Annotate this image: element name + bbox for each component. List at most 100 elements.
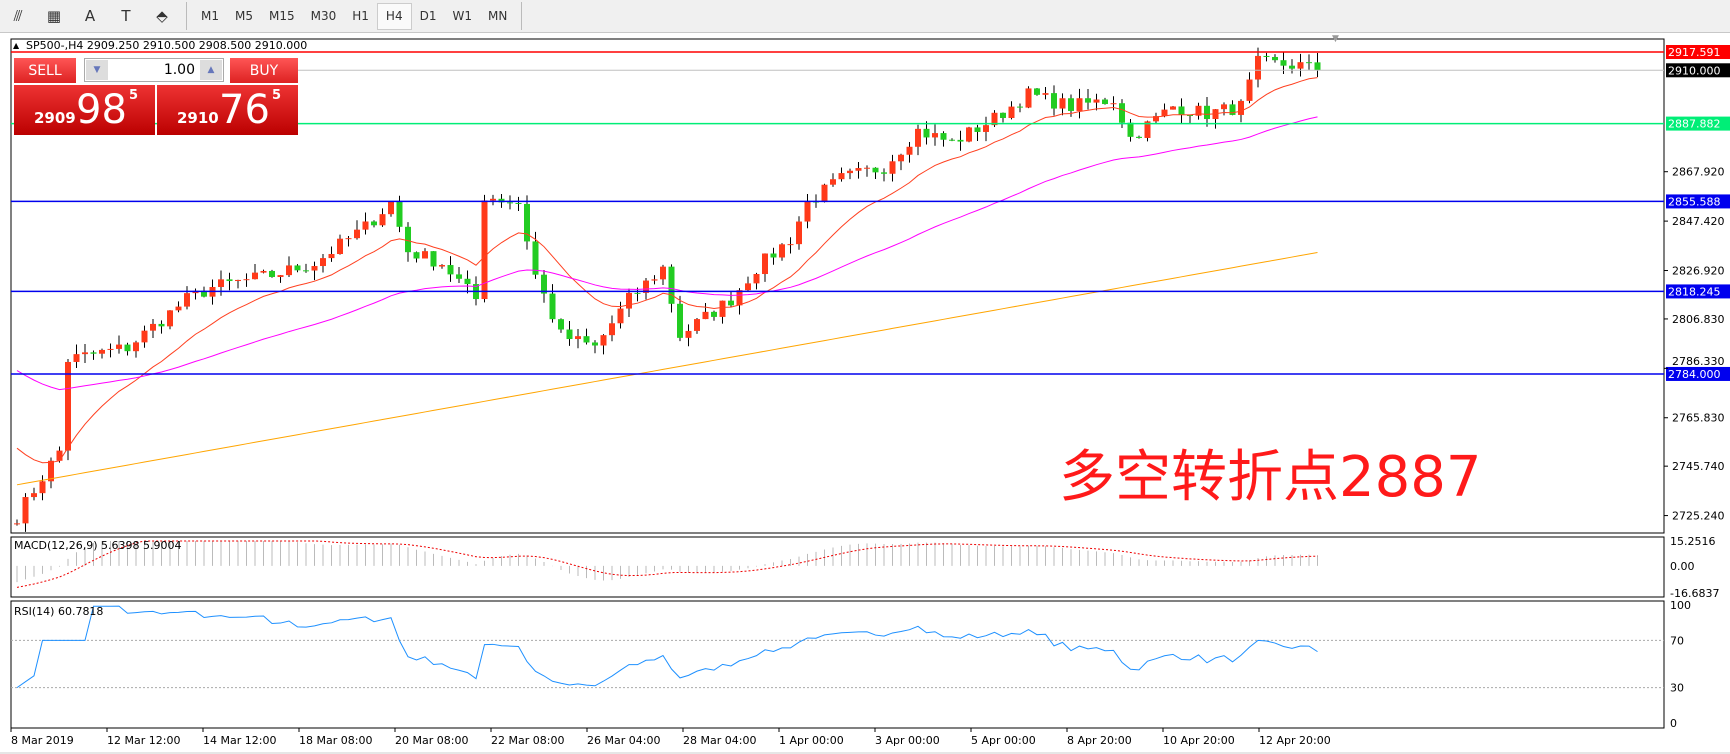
candle-body (226, 279, 233, 282)
price-level-tag (1666, 366, 1730, 381)
candle-body (855, 168, 862, 171)
candle-body (685, 330, 692, 338)
candle-body (507, 202, 513, 204)
one-click-trading-panel: SELL ▼ 1.00 ▲ BUY 2909 98 5 2910 76 5 (14, 58, 298, 135)
candle-body (702, 311, 709, 320)
candle-body (1008, 106, 1015, 118)
chart-shift-marker: ▼ (1332, 34, 1339, 44)
buy-button[interactable]: BUY (230, 58, 298, 83)
time-axis-label: 14 Mar 12:00 (203, 734, 276, 747)
fibonacci-fan-icon[interactable]: ▦ (46, 7, 62, 25)
price-axis-label: 2745.740 (1672, 460, 1725, 473)
decrease-lot-button[interactable]: ▼ (86, 60, 108, 80)
candle-body (745, 283, 751, 291)
candle-body (770, 253, 777, 258)
candle-body (1042, 93, 1049, 95)
text-icon[interactable]: A (84, 7, 96, 25)
price-level-label: 2784.000 (1668, 368, 1721, 381)
candle-body (651, 279, 658, 281)
candle-body (643, 280, 649, 293)
candle-body (1017, 106, 1023, 108)
candle-body (864, 167, 870, 169)
candle-body (1110, 103, 1117, 105)
rsi-panel-frame (10, 600, 1665, 729)
candle-body (1187, 115, 1193, 117)
candle-body (107, 348, 114, 350)
candle-body (915, 128, 921, 147)
candle-body (320, 258, 326, 267)
candle-body (422, 251, 428, 259)
candle-body (294, 265, 301, 271)
candle-body (932, 133, 938, 138)
lot-size-input[interactable]: ▼ 1.00 ▲ (84, 58, 224, 82)
candle-body (1314, 62, 1321, 71)
time-axis-label: 18 Mar 08:00 (299, 734, 372, 747)
sell-price-big: 98 (76, 87, 127, 133)
increase-lot-button[interactable]: ▲ (200, 60, 222, 80)
candle-body (362, 221, 369, 230)
price-level-tag (1666, 194, 1730, 209)
candle-body (660, 266, 666, 280)
time-axis-label: 10 Apr 20:00 (1163, 734, 1235, 747)
fibonacci-expansion-icon[interactable]: ⫻ (13, 7, 23, 25)
time-axis-label: 20 Mar 08:00 (395, 734, 468, 747)
time-axis-label: 12 Apr 20:00 (1259, 734, 1331, 747)
candle-body (1025, 88, 1032, 108)
lot-value: 1.00 (163, 62, 195, 78)
candle-body (626, 292, 632, 309)
candle-body (235, 279, 241, 282)
candle-body (566, 329, 573, 340)
candle-body (541, 274, 547, 294)
buy-price[interactable]: 2910 76 5 (157, 85, 298, 135)
candle-body (1000, 112, 1006, 118)
arrows-icon[interactable]: ⬘ (156, 7, 168, 25)
candle-body (405, 226, 411, 253)
text-label-icon[interactable]: T (121, 7, 131, 25)
candle-body (549, 293, 556, 320)
price-level-tag (1666, 63, 1730, 78)
candle-body (14, 523, 20, 525)
candle-body (830, 179, 836, 185)
candle-body (141, 330, 148, 343)
candle-body (286, 265, 292, 276)
candle-body (201, 290, 207, 297)
time-axis-label: 3 Apr 00:00 (875, 734, 940, 747)
sell-price[interactable]: 2909 98 5 (14, 85, 155, 135)
timeframe-d1[interactable]: D1 (419, 9, 437, 23)
candle-body (1119, 103, 1125, 123)
candle-body (337, 238, 343, 255)
timeframe-h4[interactable]: H4 (376, 2, 412, 30)
macd-axis-label: -16.6837 (1670, 587, 1719, 600)
timeframe-mn[interactable]: MN (487, 9, 508, 23)
candle-body (677, 303, 683, 338)
candle-body (634, 292, 641, 294)
candle-body (804, 201, 811, 222)
sell-button[interactable]: SELL (14, 58, 76, 83)
timeframe-w1[interactable]: W1 (452, 9, 472, 23)
timeframe-m1[interactable]: M1 (201, 9, 219, 23)
candle-body (39, 481, 46, 494)
time-axis-label: 1 Apr 00:00 (779, 734, 844, 747)
candle-body (447, 265, 454, 275)
candle-body (464, 278, 471, 285)
price-chart[interactable]: ▲ SP500-,H4 2909.250 2910.500 2908.500 29… (0, 33, 1730, 754)
timeframe-h1[interactable]: H1 (352, 9, 369, 23)
candle-body (1034, 88, 1040, 95)
candle-body (65, 361, 71, 451)
candle-body (524, 203, 530, 242)
candle-body (711, 311, 717, 317)
timeframe-m15[interactable]: M15 (269, 9, 295, 23)
candle-body (796, 221, 802, 245)
candle-body (940, 133, 947, 140)
price-axis-label: 2725.240 (1672, 510, 1725, 523)
candle-body (957, 139, 964, 142)
timeframe-m5[interactable]: M5 (235, 9, 253, 23)
rsi-axis-label: 100 (1670, 599, 1691, 612)
candle-body (175, 306, 182, 311)
candle-body (184, 293, 190, 307)
time-axis-label: 8 Mar 2019 (11, 734, 74, 747)
price-level-tag (1666, 116, 1730, 131)
candle-body (1170, 106, 1176, 110)
timeframe-m30[interactable]: M30 (310, 9, 337, 23)
candle-body (600, 335, 607, 346)
